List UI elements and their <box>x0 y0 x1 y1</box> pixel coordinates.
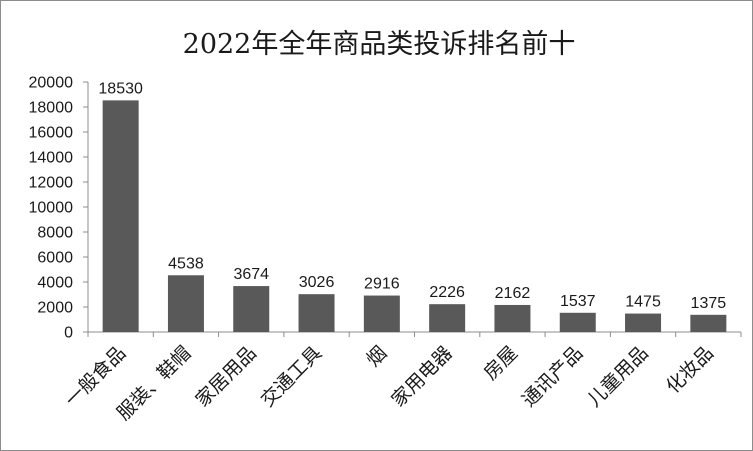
y-axis-ticks: 0 2000 4000 6000 8000 10000 12000 14000 16000 180… <box>29 75 88 342</box>
bars <box>102 100 727 332</box>
data-label: 3674 <box>233 266 269 283</box>
data-label: 1475 <box>625 294 661 311</box>
y-tick-label: 18000 <box>29 100 74 117</box>
bar <box>102 100 139 332</box>
category-label: 通讯产品 <box>518 342 587 411</box>
bar <box>559 312 596 332</box>
bar <box>429 304 466 332</box>
y-tick-label: 12000 <box>29 175 74 192</box>
bar <box>690 314 727 332</box>
category-label: 房屋 <box>480 342 522 384</box>
y-tick-label: 4000 <box>37 275 73 292</box>
category-label: 交通工具 <box>257 342 326 411</box>
category-label: 家用电器 <box>387 342 456 411</box>
bar <box>363 295 400 332</box>
y-tick-label: 20000 <box>29 75 74 92</box>
category-label: 儿童用品 <box>583 342 652 411</box>
y-tick-label: 10000 <box>29 200 74 217</box>
y-tick-label: 8000 <box>37 225 73 242</box>
chart-title: 2022年全年商品类投诉排名前十 <box>183 29 576 60</box>
y-tick-label: 6000 <box>37 250 73 267</box>
data-label: 1537 <box>560 293 596 310</box>
data-label: 4538 <box>168 255 204 272</box>
y-tick-label: 2000 <box>37 300 73 317</box>
bar <box>494 304 531 332</box>
data-label: 3026 <box>299 274 335 291</box>
category-label: 化妆品 <box>662 342 718 398</box>
data-label: 2162 <box>495 285 531 302</box>
category-label: 家居用品 <box>191 342 260 411</box>
bar <box>298 294 335 332</box>
y-tick-label: 16000 <box>29 125 74 142</box>
bar <box>233 286 270 332</box>
data-label: 1375 <box>691 295 727 312</box>
data-label: 2226 <box>429 284 465 301</box>
y-tick-label: 0 <box>64 325 73 342</box>
bar <box>167 275 204 332</box>
category-label: 烟 <box>362 342 391 371</box>
bar <box>625 313 662 332</box>
y-tick-label: 14000 <box>29 150 74 167</box>
data-label: 2916 <box>364 276 400 293</box>
data-labels: 18530 4538 3674 3026 2916 2226 2162 1537 1475 137… <box>98 80 726 311</box>
data-label: 18530 <box>98 80 143 97</box>
